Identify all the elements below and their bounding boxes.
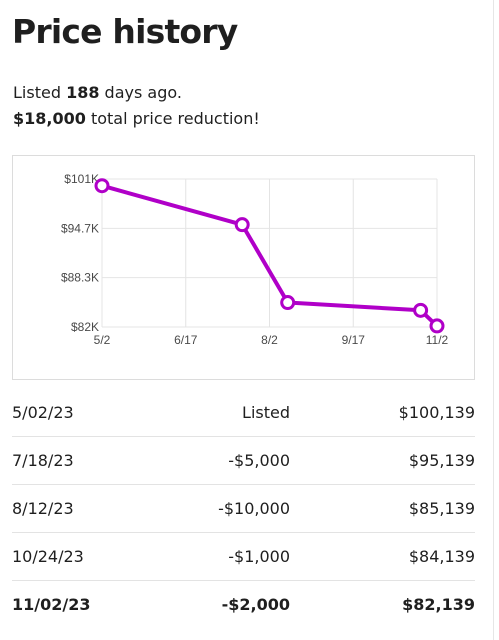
price-point <box>429 318 445 334</box>
row-price: $95,139 <box>290 436 475 485</box>
listed-line: Listed 188 days ago. <box>13 80 260 106</box>
y-tick-label: $82K <box>71 320 99 334</box>
row-change: -$2,000 <box>221 595 290 614</box>
price-history-table: 5/02/23 Listed $100,139 7/18/23 -$5,000 $95,1… <box>12 389 475 628</box>
reduction-suffix: total price reduction! <box>85 109 260 128</box>
y-tick-label: $101K <box>64 172 99 186</box>
row-price: $84,139 <box>290 532 475 581</box>
listed-prefix: Listed <box>13 83 67 102</box>
row-date: 8/12/23 <box>12 484 162 533</box>
table-row: 10/24/23 -$1,000 $84,139 <box>12 532 475 581</box>
panel-right-border <box>493 0 494 640</box>
price-point <box>280 295 296 311</box>
price-point <box>94 178 110 194</box>
x-tick-label: 5/2 <box>94 333 111 347</box>
row-change: -$10,000 <box>162 484 290 533</box>
price-summary: Listed 188 days ago. $18,000 total price… <box>13 80 260 132</box>
table-row: 8/12/23 -$10,000 $85,139 <box>12 484 475 533</box>
price-history-chart: 5/2 6/17 8/2 9/17 11/2 $101K $94.7K $88.3K $82K <box>12 155 475 380</box>
row-date: 11/02/23 <box>12 595 91 614</box>
row-change: -$5,000 <box>162 436 290 485</box>
reduction-line: $18,000 total price reduction! <box>13 106 260 132</box>
y-tick-label: $94.7K <box>61 221 99 235</box>
reduction-amount: $18,000 <box>13 109 86 128</box>
row-price: $85,139 <box>290 484 475 533</box>
row-date: 7/18/23 <box>12 436 162 485</box>
row-date: 5/02/23 <box>12 389 162 437</box>
table-row: 7/18/23 -$5,000 $95,139 <box>12 436 475 485</box>
table-row: 5/02/23 Listed $100,139 <box>12 389 475 437</box>
row-change: Listed <box>162 389 290 437</box>
row-date: 10/24/23 <box>12 532 162 581</box>
row-change: -$1,000 <box>162 532 290 581</box>
price-point <box>234 217 250 233</box>
row-price: $100,139 <box>290 389 475 437</box>
listed-days: 188 <box>66 83 100 102</box>
table-row: 11/02/23 -$2,000 $82,139 <box>12 581 475 629</box>
x-tick-label: 6/17 <box>174 333 198 347</box>
x-tick-label: 8/2 <box>261 333 278 347</box>
row-price: $82,139 <box>402 595 475 614</box>
price-point <box>413 302 429 318</box>
x-tick-label: 11/2 <box>426 333 449 347</box>
page-title: Price history <box>12 12 238 51</box>
x-tick-label: 9/17 <box>342 333 366 347</box>
y-tick-label: $88.3K <box>61 271 99 285</box>
listed-suffix: days ago. <box>99 83 182 102</box>
price-chart-svg: 5/2 6/17 8/2 9/17 11/2 $101K $94.7K $88.3K $82K <box>61 172 449 347</box>
